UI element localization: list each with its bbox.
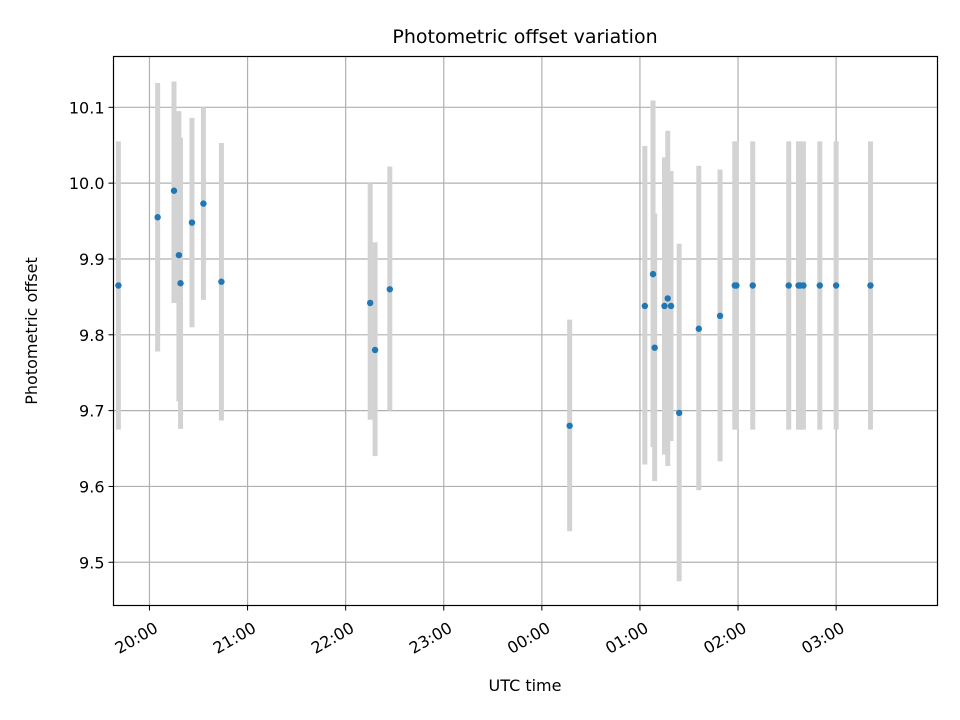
y-tick-label: 9.9: [79, 250, 104, 269]
y-axis-label: Photometric offset: [22, 257, 41, 405]
y-tick-label: 9.5: [79, 553, 104, 572]
data-point: [566, 422, 573, 429]
errorbar-layer: [115, 81, 873, 582]
point-layer: [115, 187, 874, 429]
data-point: [218, 278, 225, 285]
data-point: [641, 302, 649, 310]
data-point: [154, 214, 161, 221]
data-point: [188, 219, 196, 226]
y-axis: 9.5 9.6 9.7 9.8 9.9 10.0 10.1: [69, 98, 114, 572]
data-point: [832, 282, 840, 289]
data-point: [716, 312, 724, 320]
data-point: [651, 344, 658, 351]
x-tick-label: 21:00: [210, 618, 259, 658]
chart-title: Photometric offset variation: [392, 26, 657, 48]
data-point: [175, 251, 183, 259]
y-tick-label: 10.0: [69, 174, 105, 193]
data-point: [785, 282, 792, 289]
data-point: [695, 325, 703, 332]
y-tick-label: 10.1: [69, 98, 105, 117]
data-point: [170, 187, 178, 194]
x-tick-label: 00:00: [504, 618, 553, 658]
data-point: [177, 280, 184, 287]
data-point: [649, 270, 657, 278]
data-point: [800, 282, 807, 289]
x-tick-label: 22:00: [308, 618, 357, 658]
y-tick-label: 9.6: [79, 477, 104, 496]
data-point: [667, 302, 675, 310]
y-tick-label: 9.7: [79, 402, 104, 421]
data-point: [816, 282, 823, 289]
data-point: [675, 409, 683, 417]
data-point: [115, 282, 122, 289]
x-tick-label: 23:00: [406, 618, 455, 658]
data-point: [749, 282, 756, 289]
x-axis: 20:00 21:00 22:00 23:00 00:00 01:00 02:00 03:00: [112, 605, 848, 658]
data-point: [366, 299, 374, 307]
y-tick-label: 9.8: [79, 326, 104, 345]
x-tick-label: 20:00: [112, 618, 161, 658]
x-axis-label: UTC time: [489, 676, 562, 695]
x-tick-label: 02:00: [700, 618, 749, 658]
data-point: [386, 286, 394, 293]
grid-layer: [113, 56, 938, 606]
data-point: [200, 200, 207, 207]
data-point: [867, 282, 874, 289]
x-tick-label: 01:00: [602, 618, 651, 658]
plot-area-frame: [112, 55, 939, 607]
data-point: [733, 282, 740, 289]
data-point: [661, 302, 668, 310]
data-point: [664, 295, 671, 302]
data-point: [371, 346, 379, 354]
x-tick-label: 03:00: [798, 618, 847, 658]
